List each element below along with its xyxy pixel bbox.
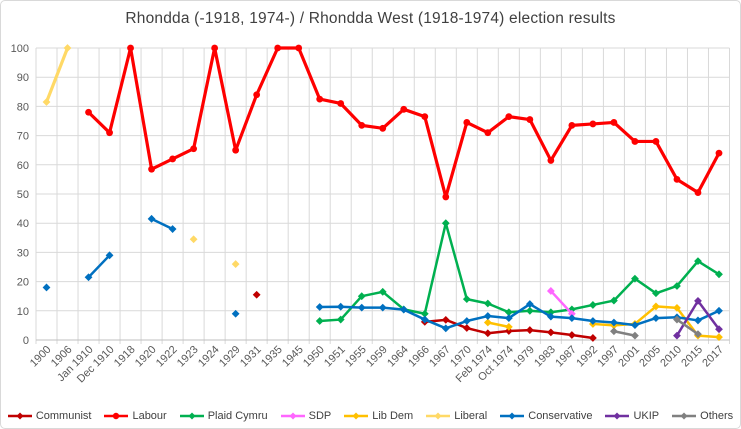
x-axis-tick-label: 1918 <box>112 344 138 370</box>
y-axis-tick-label: 70 <box>17 131 29 143</box>
y-axis-labels: 0 10 20 30 40 50 60 70 80 90 100 <box>11 43 29 347</box>
x-axis-tick-label: 1950 <box>301 344 327 370</box>
legend-item-conservative: Conservative <box>500 410 592 422</box>
legend-item-liberal: Liberal <box>426 410 487 422</box>
x-axis-tick-label: 1929 <box>217 344 243 370</box>
chart-title: Rhondda (-1918, 1974-) / Rhondda West (1… <box>125 10 616 27</box>
y-axis-tick-label: 80 <box>17 101 29 113</box>
legend-item-label: Others <box>700 410 734 422</box>
x-axis-tick-label: 1964 <box>385 344 411 370</box>
legend-item-lib-dem: Lib Dem <box>344 410 413 422</box>
y-axis-tick-label: 60 <box>17 160 29 172</box>
x-axis-tick-label: 1923 <box>175 344 201 370</box>
legend-marker-icon <box>179 412 204 420</box>
legend-item-label: Communist <box>35 410 92 422</box>
y-axis-tick-label: 20 <box>17 277 29 289</box>
legend-item-label: Conservative <box>528 410 593 422</box>
y-axis-tick-label: 0 <box>23 335 29 347</box>
x-axis-tick-label: 1992 <box>574 344 600 370</box>
series-others <box>610 315 702 340</box>
x-axis-tick-label: 1983 <box>532 344 558 370</box>
x-axis-tick-label: 2001 <box>616 344 642 370</box>
x-axis-tick-label: 1987 <box>553 344 579 370</box>
legend-item-label: Plaid Cymru <box>207 410 268 422</box>
legend-marker-icon <box>605 412 630 420</box>
legend-marker-icon <box>344 412 369 420</box>
legend-marker-icon <box>672 412 697 420</box>
legend-marker-icon <box>500 412 525 420</box>
x-axis-tick-label: 2010 <box>658 344 684 370</box>
x-axis-tick-label: 1935 <box>259 344 285 370</box>
legend-marker-icon <box>280 412 305 420</box>
x-axis-tick-label: 1959 <box>364 344 390 370</box>
y-axis-tick-label: 100 <box>11 43 29 55</box>
chart-legend: Communist Labour Plaid Cymru SDP Lib Dem Libe… <box>1 410 740 422</box>
legend-item-label: Liberal <box>454 410 488 422</box>
x-axis-tick-label: 1920 <box>133 344 159 370</box>
series-liberal <box>42 44 240 268</box>
x-axis-tick-label: 1951 <box>322 344 348 370</box>
series-labour <box>85 44 723 201</box>
x-axis-tick-label: 1967 <box>427 344 453 370</box>
x-axis-tick-label: 1924 <box>196 344 222 370</box>
legend-item-others: Others <box>672 410 733 422</box>
legend-item-label: Labour <box>132 410 167 422</box>
series-conservative <box>42 214 723 333</box>
legend-item-label: Lib Dem <box>372 410 414 422</box>
x-axis-tick-label: 1979 <box>511 344 537 370</box>
y-axis-tick-label: 10 <box>17 306 29 318</box>
y-axis-tick-label: 90 <box>17 72 29 84</box>
legend-marker-icon <box>104 412 129 420</box>
legend-marker-icon <box>7 412 32 420</box>
x-axis-tick-label: 1945 <box>280 344 306 370</box>
legend-item-sdp: SDP <box>280 410 332 422</box>
series-sdp <box>546 287 576 318</box>
x-axis-tick-label: 1900 <box>28 344 54 370</box>
x-axis-tick-label: 1955 <box>343 344 369 370</box>
legend-item-label: SDP <box>308 410 332 422</box>
x-axis-tick-label: 2017 <box>700 344 726 370</box>
legend-item-ukip: UKIP <box>605 410 659 422</box>
x-axis-tick-label: 1997 <box>595 344 621 370</box>
x-axis-tick-label: 1966 <box>406 344 432 370</box>
x-axis-tick-label: 1922 <box>154 344 180 370</box>
x-axis-tick-label: 1931 <box>238 344 264 370</box>
legend-item-plaid-cymru: Plaid Cymru <box>179 410 268 422</box>
x-axis-tick-label: 2015 <box>679 344 705 370</box>
gridlines <box>35 47 730 344</box>
y-axis-tick-label: 40 <box>17 218 29 230</box>
x-axis-tick-label: 2005 <box>637 344 663 370</box>
legend-item-label: UKIP <box>633 410 660 422</box>
y-axis-tick-label: 50 <box>17 189 29 201</box>
y-axis-tick-label: 30 <box>17 247 29 259</box>
legend-item-communist: Communist <box>7 410 92 422</box>
legend-item-labour: Labour <box>104 410 167 422</box>
legend-marker-icon <box>426 412 451 420</box>
